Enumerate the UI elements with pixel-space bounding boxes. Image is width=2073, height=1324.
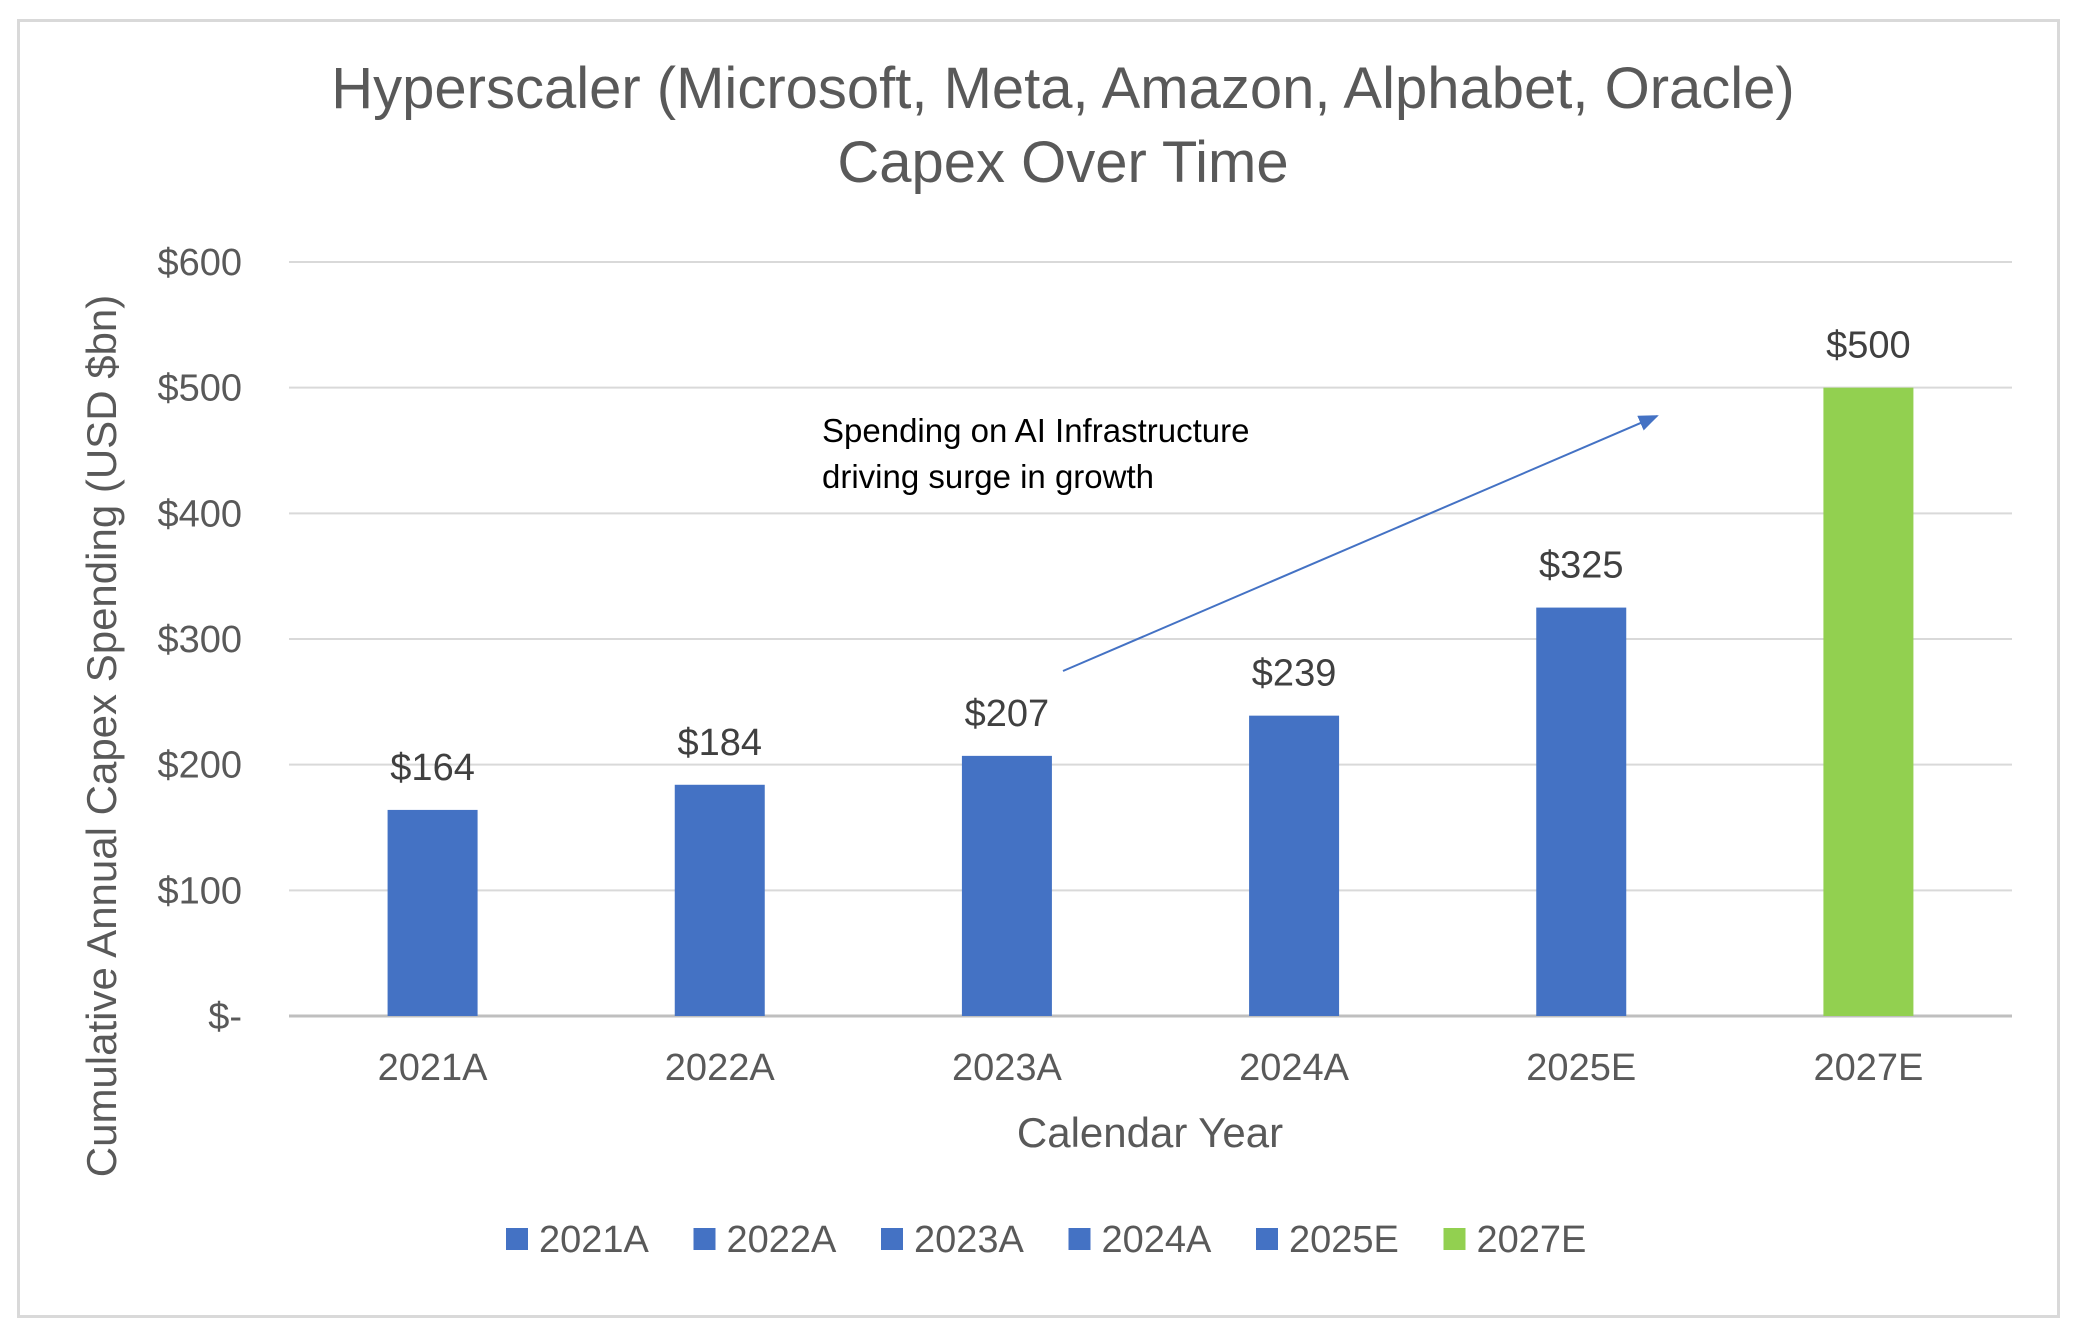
legend-swatch	[506, 1228, 528, 1250]
bar-2022a	[674, 784, 765, 1016]
legend-label-2024a: 2024A	[1102, 1219, 1213, 1261]
y-tick-label: $400	[157, 493, 242, 535]
gridlines	[289, 261, 2012, 1018]
bar-2023a	[961, 755, 1052, 1016]
bars	[387, 387, 1914, 1017]
chart-title-line-1: Hyperscaler (Microsoft, Meta, Amazon, Al…	[331, 56, 1794, 121]
y-tick-label: $600	[157, 242, 242, 284]
x-tick-label-2025e: 2025E	[1526, 1047, 1636, 1089]
y-axis-title: Cumulative Annual Capex Spending (USD $b…	[78, 295, 125, 1178]
x-tick-label-2027e: 2027E	[1813, 1047, 1923, 1089]
legend-swatch	[1443, 1228, 1466, 1250]
data-label-2025e: $325	[1539, 545, 1624, 587]
data-label-2021a: $164	[390, 747, 475, 789]
y-axis-ticks: $- $100 $200 $300 $400 $500 $600	[157, 242, 242, 1038]
growth-arrow	[1062, 415, 1659, 672]
legend-swatch	[693, 1228, 716, 1250]
data-label-2027e: $500	[1826, 325, 1911, 367]
bar-2027e	[1823, 387, 1914, 1017]
legend: 2021A 2022A 2023A 2024A 2025E 2027E	[506, 1219, 1586, 1261]
legend-label-2023a: 2023A	[914, 1219, 1025, 1261]
legend-label-2025e: 2025E	[1289, 1219, 1399, 1261]
annotation-line-2: driving surge in growth	[822, 458, 1154, 495]
legend-swatch	[881, 1228, 903, 1250]
legend-swatch	[1068, 1228, 1091, 1250]
y-tick-label: $500	[157, 368, 242, 410]
legend-label-2027e: 2027E	[1477, 1219, 1587, 1261]
data-label-2022a: $184	[677, 722, 762, 764]
y-tick-label: $300	[157, 619, 242, 661]
data-label-2023a: $207	[965, 693, 1050, 735]
x-axis-title: Calendar Year	[1017, 1109, 1283, 1156]
x-tick-label-2024a: 2024A	[1239, 1047, 1350, 1089]
data-labels: $164 $184 $207 $239 $325 $500	[390, 325, 1910, 789]
legend-label-2021a: 2021A	[539, 1219, 650, 1261]
chart-area	[17, 19, 2060, 1318]
x-tick-label-2021a: 2021A	[378, 1047, 489, 1089]
bar-2024a	[1249, 715, 1340, 1016]
chart-title-line-2: Capex Over Time	[837, 130, 1288, 195]
bar-2021a	[387, 809, 478, 1016]
legend-label-2022a: 2022A	[727, 1219, 838, 1261]
x-tick-label-2022a: 2022A	[665, 1047, 776, 1089]
y-tick-label: $-	[208, 996, 242, 1038]
data-label-2024a: $239	[1252, 653, 1337, 695]
annotation-line-1: Spending on AI Infrastructure	[822, 412, 1249, 449]
bar-2025e	[1536, 607, 1627, 1016]
y-tick-label: $200	[157, 745, 242, 787]
x-axis-ticks: 2021A 2022A 2023A 2024A 2025E 2027E	[378, 1047, 1924, 1089]
x-tick-label-2023a: 2023A	[952, 1047, 1063, 1089]
y-tick-label: $100	[157, 870, 242, 912]
legend-swatch	[1256, 1228, 1278, 1250]
